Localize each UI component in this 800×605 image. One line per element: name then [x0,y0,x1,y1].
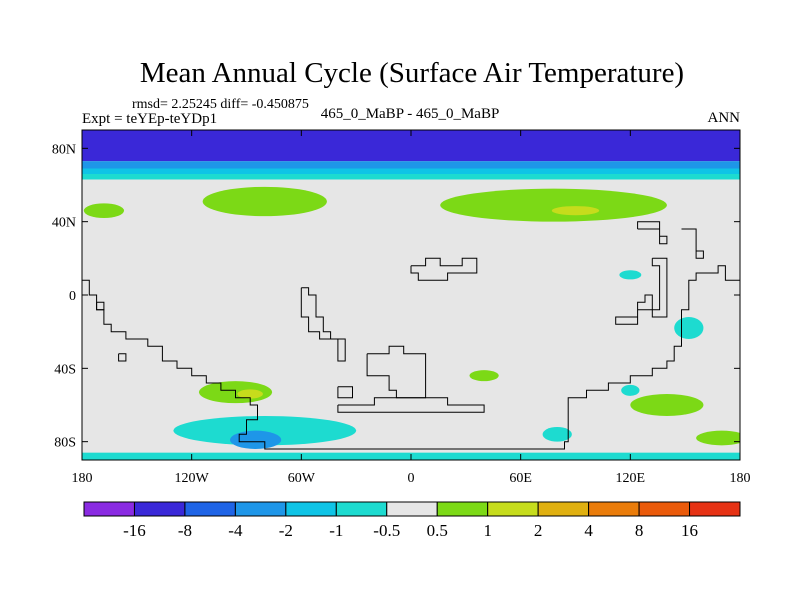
map-fill-group [82,130,740,460]
colorbar-label: 16 [681,521,698,540]
anomaly-east-pacific-cool [674,317,704,339]
anomaly-pacific-warm-west [83,203,125,219]
y-tick-label: 80N [52,142,76,157]
anomaly-antarctic-cool-east [542,427,572,442]
coastline-1 [300,287,346,362]
y-tick-label: 40N [52,216,76,231]
colorbar-box [487,501,539,517]
stats-line: rmsd= 2.25245 diff= -0.450875 [132,97,309,112]
x-tick-label: 180 [730,471,751,486]
colorbar-label: -1 [329,521,343,540]
y-tick-label: 0 [69,289,76,304]
colorbar-box [285,501,337,517]
colorbar-label: -2 [279,521,293,540]
coastline-4 [337,386,353,399]
experiment-label: Expt = teYEp-teYDp1 [82,111,217,127]
x-tick-label: 0 [408,471,415,486]
anomaly-indian-cool [619,270,642,280]
y-tick-label: 80S [54,436,76,451]
anomaly-pacific-south-warm [696,430,740,446]
colorbar-box [436,501,489,517]
season-label: ANN [708,110,741,126]
case-label: 465_0_MaBP - 465_0_MaBP [321,106,500,122]
x-tick-label: 60W [288,471,316,486]
colorbar-label: 2 [534,521,543,540]
colorbar-label: 0.5 [427,521,448,540]
colorbar-label: 8 [635,521,644,540]
x-tick-label: 120W [175,471,210,486]
coastline-9 [681,228,704,259]
anomaly-australia-warm [630,394,704,416]
anomaly-southern-cool-west [173,416,357,446]
colorbar-box [133,501,186,517]
anomaly-north-atlantic-warm [202,186,327,217]
anomaly-eurasia-warm [440,188,667,222]
colorbar: -16 -8 -4 -2 -1 -0.5 0.5 1 2 4 8 16 [83,501,741,540]
x-tick-label: 180 [72,471,93,486]
anomaly-eurasia-warm-core [551,206,600,216]
x-tick-label: 120E [616,471,646,486]
colorbar-box [234,501,287,517]
zonal-band-2 [82,168,740,174]
colorbar-box [588,501,640,517]
coastline-10 [615,257,668,325]
colorbar-box [386,501,438,517]
colorbar-box [335,501,388,517]
x-tick-label: 60E [509,471,532,486]
colorbar-label: 4 [584,521,593,540]
colorbar-label: 1 [483,521,492,540]
anomaly-australia-cool [621,384,640,396]
map-axes: 180 120W 60W 0 60E 120E 180 80N 40N 0 40S 80S [52,129,751,486]
colorbar-label: -16 [123,521,146,540]
colorbar-box [689,501,741,517]
chart-title: Mean Annual Cycle (Surface Air Temperatu… [140,57,684,89]
zonal-band-1 [82,161,740,169]
coastline-6 [96,301,105,311]
colorbar-label: -0.5 [373,521,400,540]
colorbar-box [184,501,236,517]
colorbar-label: -4 [228,521,243,540]
coastline-3 [410,257,478,281]
colorbar-box [83,501,135,517]
coastline-7 [337,397,485,413]
anomaly-southern-cool-core [230,430,282,450]
anomaly-south-atlantic-core [237,389,263,399]
coastline-8 [637,221,668,245]
y-tick-label: 40S [54,362,76,377]
colorbar-box [537,501,590,517]
coastline-5 [118,353,127,362]
coastline-0 [82,265,740,450]
zonal-band-3 [82,174,740,180]
colorbar-label: -8 [178,521,192,540]
anomaly-indian-south-warm [469,370,499,382]
map-plot-area [82,130,740,460]
map-background [82,130,740,460]
colorbar-box [638,501,691,517]
